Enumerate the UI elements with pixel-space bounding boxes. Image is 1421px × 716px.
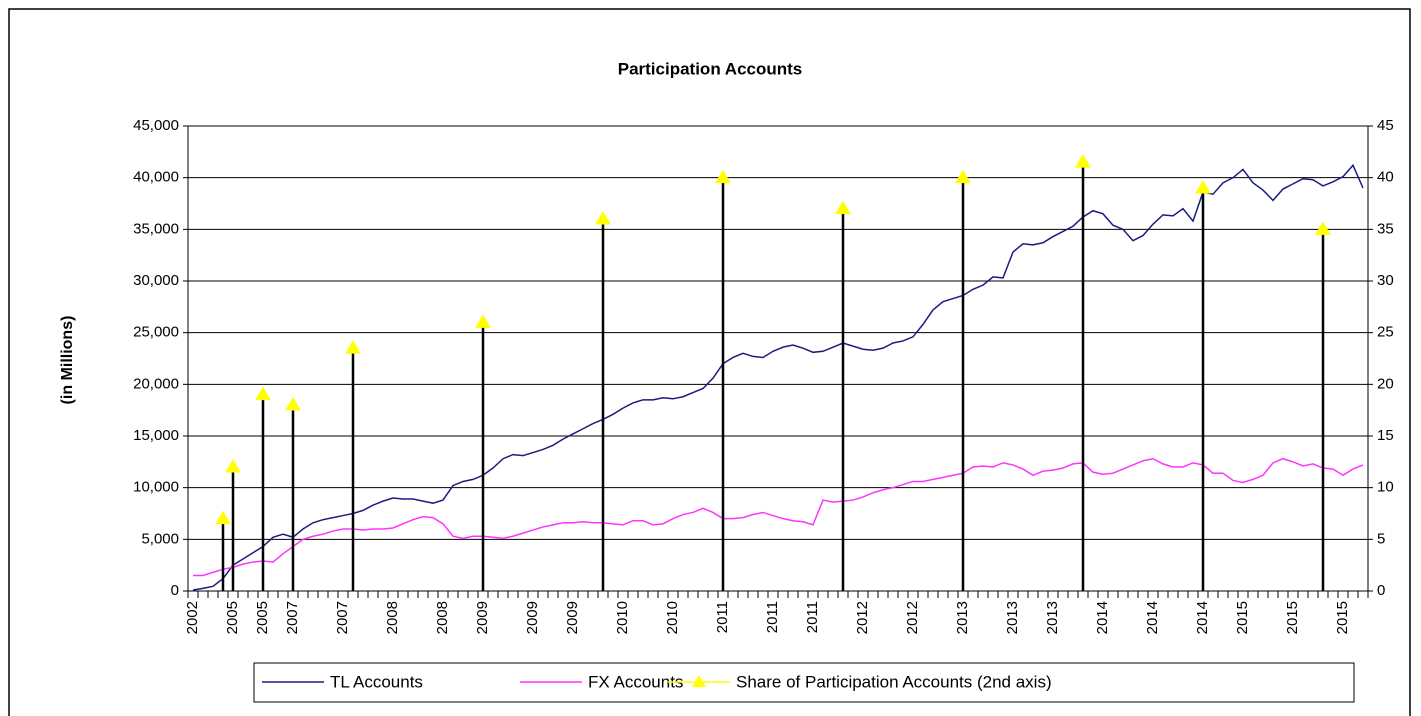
y-tick-label: 35,000 <box>133 220 179 237</box>
x-tick-label: 2008 <box>434 601 451 634</box>
chart-title: Participation Accounts <box>618 59 803 78</box>
marker <box>835 200 851 215</box>
y2-tick-label: 20 <box>1377 375 1394 392</box>
x-tick-label: 2010 <box>664 601 681 634</box>
series-line <box>192 163 1364 591</box>
marker <box>475 314 491 328</box>
x-tick-label: 2014 <box>1194 601 1211 634</box>
x-tick-label: 2011 <box>764 601 781 633</box>
legend-label: FX Accounts <box>588 672 683 691</box>
y2-tick-label: 10 <box>1377 479 1394 496</box>
y-tick-label: 45,000 <box>133 117 179 134</box>
x-tick-marks <box>187 591 1369 598</box>
chart-border <box>8 8 1411 716</box>
y-tick-label: 25,000 <box>133 324 179 341</box>
x-tick-label: 2012 <box>904 601 921 634</box>
x-tick-label: 2015 <box>1334 601 1351 634</box>
marker <box>1075 154 1091 168</box>
marker <box>345 340 361 354</box>
x-tick-label: 2015 <box>1234 601 1251 634</box>
marker <box>1195 180 1211 194</box>
y-tick-label: 10,000 <box>133 479 179 496</box>
x-tick-label: 2013 <box>954 601 971 634</box>
y2-tick-label: 45 <box>1377 117 1394 134</box>
y-axis-label: (in Millions) <box>59 316 76 405</box>
marker <box>1315 221 1331 235</box>
x-tick-label: 2014 <box>1094 601 1111 634</box>
x-tick-label: 2005 <box>254 601 271 634</box>
y2-tick-label: 40 <box>1377 169 1394 186</box>
y2-tick-label: 30 <box>1377 272 1394 289</box>
y-tick-label: 5,000 <box>141 530 179 547</box>
x-tick-label: 2013 <box>1004 601 1021 634</box>
x-tick-label: 2008 <box>384 601 401 634</box>
x-tick-label: 2010 <box>614 601 631 634</box>
x-tick-label: 2014 <box>1144 601 1161 634</box>
marker <box>595 211 611 225</box>
legend <box>253 662 1355 703</box>
y-tick-label: 30,000 <box>133 272 179 289</box>
y-tick-label: 40,000 <box>133 169 179 186</box>
x-tick-label: 2007 <box>284 601 301 634</box>
y2-tick-label: 5 <box>1377 530 1385 547</box>
marker <box>255 386 271 401</box>
y-tick-label: 0 <box>171 582 179 599</box>
y2-tick-label: 25 <box>1377 324 1394 341</box>
x-tick-label: 2002 <box>184 601 201 634</box>
marker <box>215 510 231 525</box>
marker <box>285 397 301 411</box>
y2-tick-label: 35 <box>1377 220 1394 237</box>
x-tick-label: 2015 <box>1284 601 1301 634</box>
x-tick-label: 2011 <box>714 601 731 633</box>
marker <box>955 169 971 184</box>
marker <box>225 459 241 473</box>
x-tick-label: 2011 <box>804 601 821 633</box>
x-tick-label: 2013 <box>1044 601 1061 634</box>
legend-marker <box>692 675 706 687</box>
y2-tick-label: 15 <box>1377 427 1394 444</box>
x-tick-label: 2009 <box>474 601 491 634</box>
legend-label: TL Accounts <box>330 672 423 691</box>
y2-tick-label: 0 <box>1377 582 1385 599</box>
marker <box>715 169 731 184</box>
x-tick-label: 2009 <box>524 601 541 634</box>
series-line <box>193 457 1364 577</box>
x-tick-label: 2012 <box>854 601 871 634</box>
x-tick-label: 2009 <box>564 601 581 634</box>
x-tick-label: 2005 <box>224 601 241 634</box>
x-tick-label: 2007 <box>334 601 351 634</box>
legend-label: Share of Participation Accounts (2nd axi… <box>736 672 1052 691</box>
y-tick-label: 20,000 <box>133 375 179 392</box>
y-tick-label: 15,000 <box>133 427 179 444</box>
